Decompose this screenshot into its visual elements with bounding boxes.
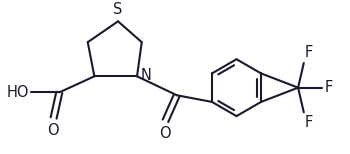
Text: F: F [305, 115, 313, 130]
Text: S: S [113, 2, 123, 17]
Text: F: F [305, 45, 313, 60]
Text: HO: HO [7, 85, 29, 100]
Text: N: N [141, 68, 152, 83]
Text: F: F [325, 80, 333, 95]
Text: O: O [159, 126, 170, 141]
Text: O: O [47, 123, 58, 138]
